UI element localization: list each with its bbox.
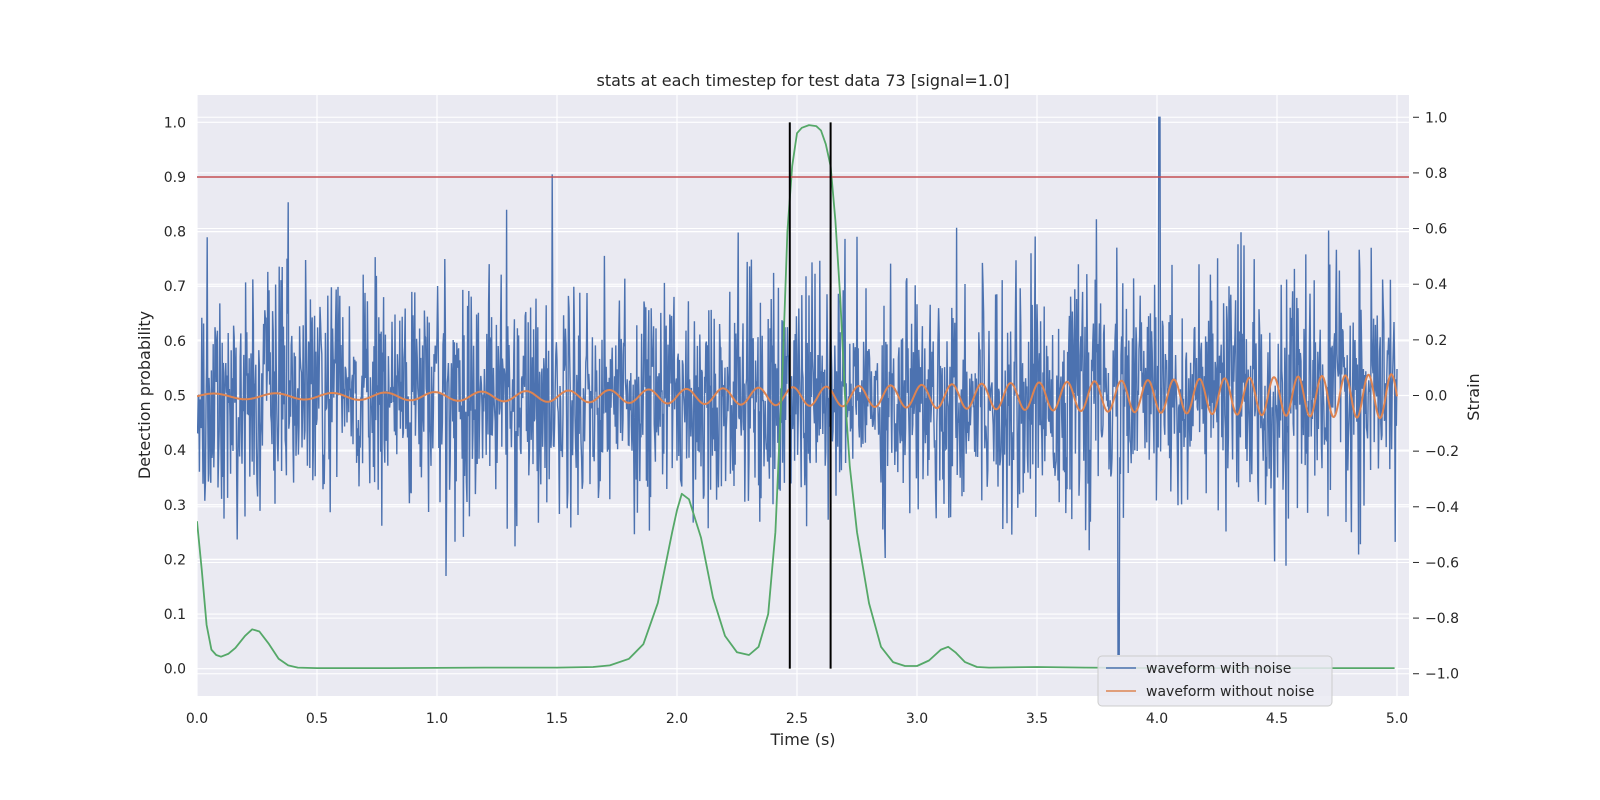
y-tick-label-right: −0.4 [1425, 500, 1459, 516]
x-tick-label: 4.5 [1266, 711, 1288, 727]
x-axis-label: Time (s) [769, 730, 835, 749]
x-tick-label: 0.0 [186, 711, 208, 727]
legend-label-noise: waveform with noise [1146, 661, 1291, 677]
series-waveform-without-noise [197, 373, 1398, 420]
y-tick-label-right: −0.8 [1425, 611, 1459, 627]
x-tick-label: 2.0 [666, 711, 688, 727]
y-tick-label-left: 0.5 [164, 389, 186, 405]
grid [196, 95, 1409, 696]
y-tick-label-left: 0.8 [164, 225, 186, 241]
x-tick-label: 1.5 [546, 711, 568, 727]
x-tick-label: 2.5 [786, 711, 808, 727]
y-tick-label-left: 0.6 [164, 334, 186, 350]
y-axis-label-left: Detection probability [135, 311, 154, 479]
y-tick-label-right: 0.4 [1425, 277, 1447, 293]
y-tick-label-right: 1.0 [1425, 110, 1447, 126]
y-tick-label-right: −1.0 [1425, 667, 1459, 683]
y-tick-label-left: 1.0 [164, 115, 186, 131]
y-tick-label-right: 0.8 [1425, 166, 1447, 182]
legend: waveform with noise waveform without noi… [1097, 655, 1333, 707]
y-tick-label-left: 0.7 [164, 279, 186, 295]
axes: 0.0 0.5 1.0 1.5 2.0 2.5 3.0 3.5 4.0 4.5 5.0 0.0 0.1 0… [164, 110, 1459, 727]
series-detection-probability [197, 124, 1395, 669]
legend-box [1097, 655, 1333, 707]
plot-area [197, 116, 1409, 669]
y-tick-label-left: 0.1 [164, 607, 186, 623]
y-tick-label-right: 0.6 [1425, 222, 1447, 238]
y-tick-label-left: 0.3 [164, 498, 186, 514]
x-tick-label: 4.0 [1146, 711, 1168, 727]
y-tick-label-right: −0.2 [1425, 444, 1459, 460]
x-tick-label: 5.0 [1386, 711, 1408, 727]
y-tick-label-left: 0.4 [164, 443, 186, 459]
y-tick-label-right: 0.2 [1425, 333, 1447, 349]
y-tick-label-left: 0.2 [164, 552, 186, 568]
chart-title: stats at each timestep for test data 73 … [597, 71, 1010, 90]
x-tick-label: 0.5 [306, 711, 328, 727]
y-tick-label-right: −0.6 [1425, 555, 1459, 571]
x-tick-label: 3.0 [906, 711, 928, 727]
y-tick-label-left: 0.9 [164, 170, 186, 186]
x-tick-label: 3.5 [1026, 711, 1048, 727]
y-axis-label-right: Strain [1464, 373, 1483, 420]
series-waveform-with-noise [197, 116, 1398, 655]
legend-label-clean: waveform without noise [1146, 684, 1314, 700]
y-tick-label-left: 0.0 [164, 662, 186, 678]
x-tick-label: 1.0 [426, 711, 448, 727]
y-tick-label-right: 0.0 [1425, 389, 1447, 405]
